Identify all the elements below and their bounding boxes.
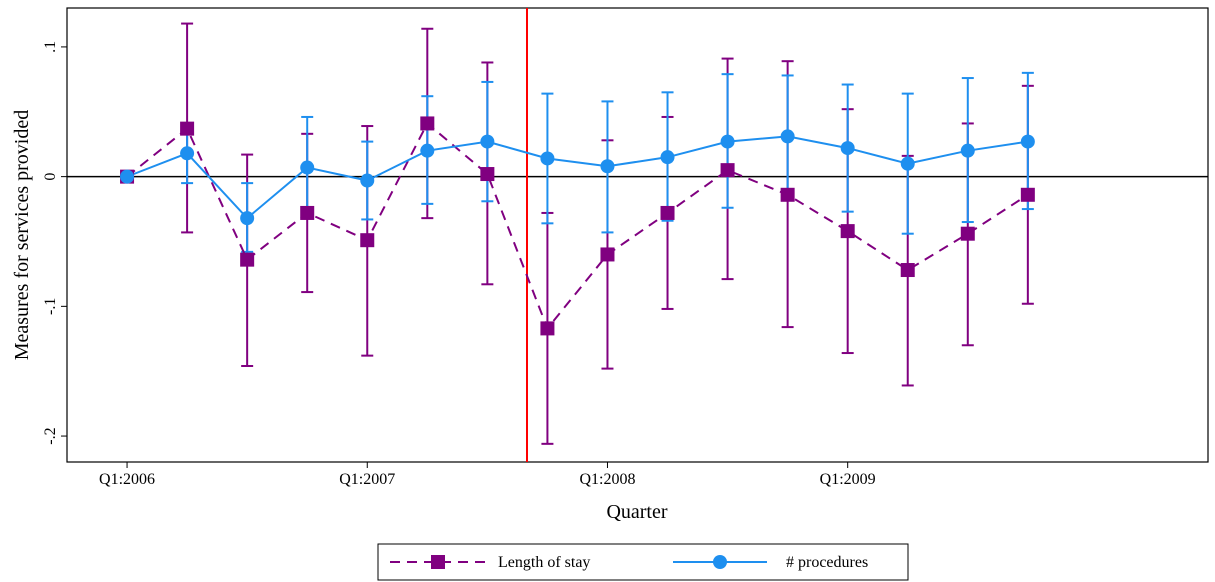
legend-item-length-of-stay: Length of stay bbox=[390, 554, 590, 571]
length-of-stay-point bbox=[840, 224, 855, 239]
y-tick-label: -.1 bbox=[42, 298, 59, 315]
x-tick-label: Q1:2008 bbox=[579, 471, 635, 488]
length-of-stay-point bbox=[600, 247, 615, 262]
series-lines bbox=[126, 121, 1029, 331]
x-tick-label: Q1:2007 bbox=[339, 471, 395, 488]
procedures-point bbox=[300, 160, 315, 175]
length-of-stay-point bbox=[360, 233, 375, 248]
procedures-point bbox=[840, 141, 855, 156]
legend-item-procedures: # procedures bbox=[673, 554, 868, 571]
procedures-point bbox=[540, 151, 555, 166]
procedures-line bbox=[126, 135, 1028, 220]
procedures-point bbox=[720, 134, 735, 149]
procedures-point bbox=[120, 169, 135, 184]
series-markers bbox=[120, 116, 1035, 336]
x-tick-label: Q1:2006 bbox=[99, 471, 155, 488]
length-of-stay-point bbox=[660, 205, 675, 220]
procedures-point bbox=[960, 143, 975, 158]
legend-length-of-stay-marker bbox=[431, 555, 445, 569]
procedures-point bbox=[240, 211, 255, 226]
error-bars bbox=[121, 22, 1034, 445]
procedures-point bbox=[1020, 134, 1035, 149]
procedures-point bbox=[480, 134, 495, 149]
y-tick-label: -.2 bbox=[42, 427, 59, 444]
length-of-stay-point bbox=[480, 167, 495, 182]
length-of-stay-point bbox=[1020, 187, 1035, 202]
length-of-stay-point bbox=[540, 321, 555, 336]
procedures-point bbox=[360, 173, 375, 188]
length-of-stay-point bbox=[420, 116, 435, 131]
y-axis-title: Measures for services provided bbox=[11, 110, 33, 360]
legend-procedures-marker bbox=[713, 555, 727, 569]
length-of-stay-point bbox=[720, 163, 735, 178]
procedures-point bbox=[660, 150, 675, 165]
procedures-point bbox=[180, 146, 195, 161]
plot-frame bbox=[66, 7, 1209, 463]
y-tick-label: 0 bbox=[42, 173, 59, 181]
length-of-stay-point bbox=[300, 205, 315, 220]
axes: .1 0 -.1 -.2 Q1:2006 Q1:2007 Q1:2008 Q1:2009 bbox=[42, 41, 876, 488]
reference-lines bbox=[67, 8, 1208, 462]
x-axis-title: Quarter bbox=[606, 501, 667, 523]
y-tick-label: .1 bbox=[42, 41, 59, 53]
length-of-stay-point bbox=[960, 226, 975, 241]
length-of-stay-point bbox=[900, 263, 915, 278]
length-of-stay-point bbox=[180, 121, 195, 136]
legend-length-of-stay-label: Length of stay bbox=[498, 554, 590, 571]
legend-procedures-label: # procedures bbox=[786, 554, 868, 571]
procedures-point bbox=[600, 159, 615, 174]
legend: Length of stay # procedures bbox=[377, 543, 909, 581]
x-tick-label: Q1:2009 bbox=[820, 471, 876, 488]
procedures-point bbox=[420, 143, 435, 158]
length-of-stay-point bbox=[240, 252, 255, 267]
length-of-stay-line bbox=[126, 121, 1029, 331]
procedures-point bbox=[780, 129, 795, 144]
length-of-stay-point bbox=[780, 187, 795, 202]
procedures-point bbox=[900, 156, 915, 171]
